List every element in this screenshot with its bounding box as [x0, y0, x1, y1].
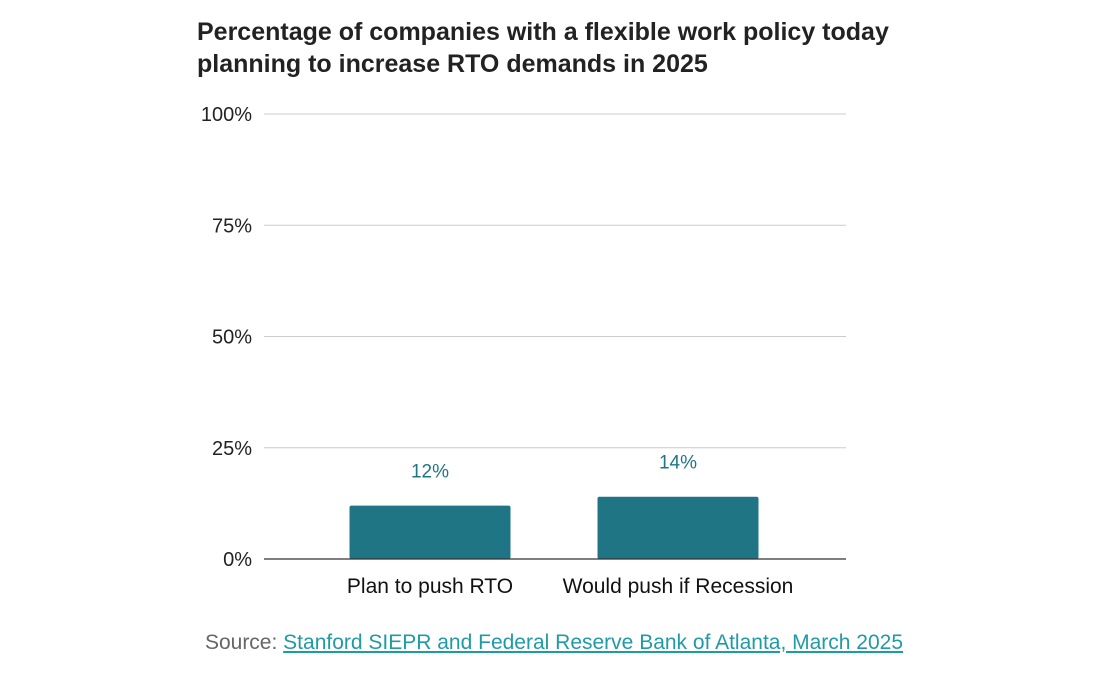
data-labels: 12% 14%	[411, 453, 697, 483]
bar	[597, 496, 759, 559]
bar-data-label: 14%	[659, 453, 697, 474]
y-tick-label: 0%	[223, 549, 252, 571]
y-tick-label: 100%	[201, 104, 252, 126]
chart-title: Percentage of companies with a flexible …	[197, 18, 889, 78]
x-tick-label: Would push if Recession	[563, 575, 794, 598]
bar-data-label: 12%	[411, 462, 449, 483]
y-axis-tick-labels: 0% 25% 50% 75% 100%	[201, 104, 252, 571]
y-tick-label: 25%	[212, 438, 252, 460]
gridlines	[264, 113, 846, 449]
bar	[349, 505, 511, 559]
x-axis-tick-labels: Plan to push RTO Would push if Recession	[347, 575, 793, 598]
source-line: Source: Stanford SIEPR and Federal Reser…	[0, 631, 1108, 655]
y-tick-label: 75%	[212, 215, 252, 237]
y-tick-label: 50%	[212, 327, 252, 349]
x-tick-label: Plan to push RTO	[347, 575, 513, 598]
source-link[interactable]: Stanford SIEPR and Federal Reserve Bank …	[283, 631, 904, 654]
bars	[349, 496, 759, 559]
source-prefix: Source:	[204, 631, 284, 654]
